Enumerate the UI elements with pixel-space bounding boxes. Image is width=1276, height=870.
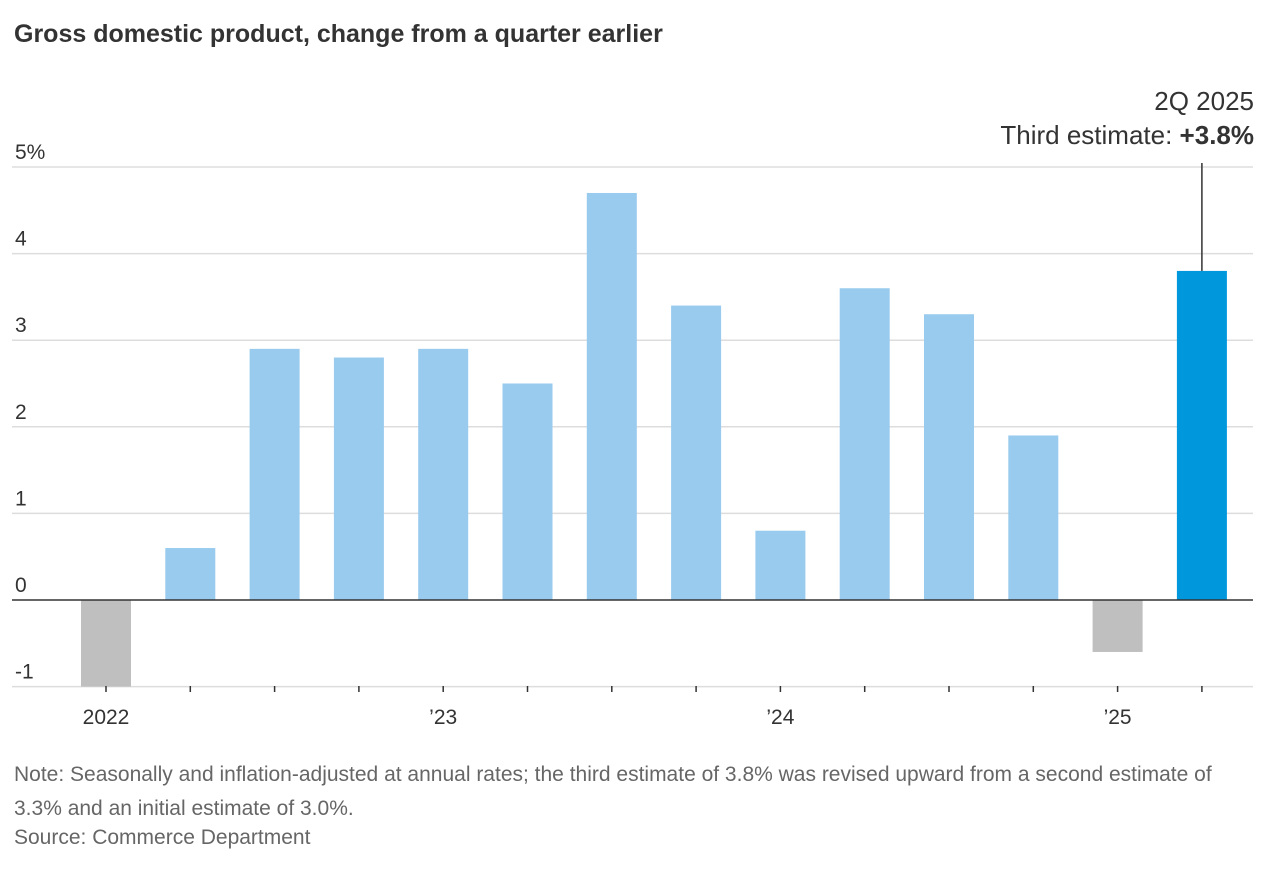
bar (165, 548, 216, 600)
x-tick-label: ’23 (429, 706, 457, 729)
bar (1176, 270, 1227, 600)
annotation: 2Q 2025 Third estimate: +3.8% (1000, 84, 1254, 152)
chart-title: Gross domestic product, change from a qu… (14, 20, 663, 48)
annotation-period: 2Q 2025 (1154, 86, 1254, 116)
annotation-value: +3.8% (1179, 120, 1254, 150)
bar (418, 348, 469, 600)
bar (502, 383, 553, 600)
bar (755, 530, 806, 600)
bar (586, 192, 637, 601)
y-tick-label: 2 (15, 401, 27, 424)
bar (1008, 435, 1059, 600)
chart-source: Source: Commerce Department (14, 826, 311, 849)
bar (333, 357, 384, 600)
annotation-label: Third estimate: (1000, 120, 1180, 150)
y-tick-label: -1 (15, 661, 34, 684)
y-tick-label: 3 (15, 314, 27, 337)
y-tick-label: 1 (15, 487, 27, 510)
x-tick-label: 2022 (83, 706, 130, 729)
bar (81, 600, 131, 687)
y-tick-label: 4 (15, 228, 27, 251)
y-tick-label: 5% (15, 141, 45, 164)
x-tick-label: ’25 (1104, 706, 1132, 729)
bar (249, 348, 300, 600)
bar (924, 314, 974, 600)
x-tick-label: ’24 (766, 706, 794, 729)
bar (839, 288, 890, 600)
y-tick-label: 0 (15, 574, 27, 597)
bar (1092, 600, 1143, 652)
bar (671, 305, 722, 600)
chart-note: Note: Seasonally and inflation-adjusted … (14, 763, 1212, 820)
